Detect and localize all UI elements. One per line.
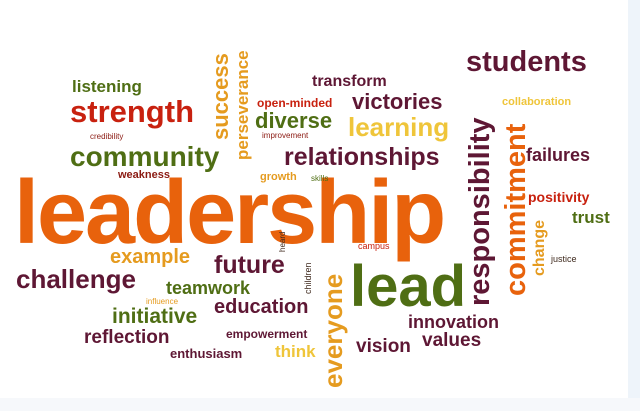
word-listening: listening [72, 77, 142, 96]
word-challenge: challenge [16, 264, 136, 294]
word-influence: influence [146, 297, 179, 306]
word-future: future [214, 251, 285, 279]
word-victories: victories [352, 89, 443, 114]
bottom-edge-shade [0, 398, 640, 411]
word-improvement: improvement [262, 131, 309, 140]
word-everyone: everyone [318, 273, 348, 388]
word-learning: learning [348, 112, 450, 142]
word-positivity: positivity [528, 189, 590, 205]
word-initiative: initiative [112, 305, 198, 328]
word-skills: skills [311, 174, 329, 183]
word-vision: vision [356, 336, 411, 357]
word-teamwork: teamwork [166, 278, 251, 298]
word-credibility: credibility [90, 132, 124, 141]
word-children: children [303, 262, 313, 294]
word-heard: heard [278, 231, 287, 252]
word-relationships: relationships [284, 143, 440, 171]
word-leadership: leadership [14, 163, 446, 263]
word-think: think [275, 342, 316, 361]
word-campus: campus [358, 241, 390, 251]
word-responsibility: responsibility [464, 117, 496, 306]
word-growth: growth [260, 171, 297, 183]
word-community: community [70, 141, 220, 172]
word-weakness: weakness [118, 169, 170, 181]
word-example: example [110, 246, 191, 268]
right-edge-shade [628, 0, 640, 411]
word-reflection: reflection [84, 327, 170, 348]
word-justice: justice [551, 254, 577, 264]
word-transform: transform [312, 73, 387, 90]
word-lead: lead [350, 254, 467, 319]
word-enthusiasm: enthusiasm [170, 346, 243, 361]
word-change: change [531, 219, 548, 276]
word-education: education [214, 296, 309, 318]
word-empowerment: empowerment [226, 327, 308, 341]
word-values: values [422, 330, 482, 351]
word-innovation: innovation [408, 312, 499, 332]
word-diverse: diverse [255, 108, 333, 133]
word-success: success [208, 53, 233, 140]
word-perseverance: perseverance [233, 50, 252, 160]
word-trust: trust [572, 208, 610, 227]
word-open-minded: open-minded [257, 96, 333, 110]
word-strength: strength [70, 94, 194, 129]
word-collaboration: collaboration [502, 96, 572, 108]
word-students: students [466, 46, 587, 78]
word-failures: failures [526, 145, 591, 165]
